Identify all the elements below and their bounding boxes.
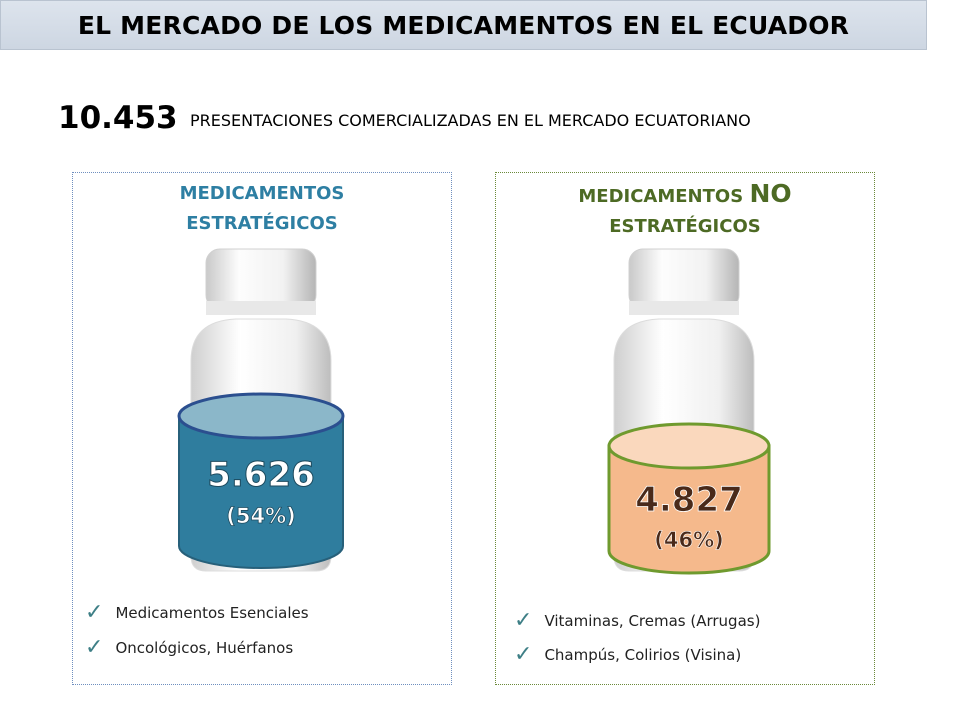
list-item: ✓ Medicamentos Esenciales [85, 600, 309, 625]
strategic-value: 5.626 [207, 455, 315, 495]
list-item: ✓ Vitaminas, Cremas (Arrugas) [514, 608, 760, 633]
strategic-heading-line1: MEDICAMENTOS [179, 183, 345, 204]
strategic-fill-cylinder [178, 415, 344, 569]
non-strategic-bottle-graphic: 4.827 (46%) [594, 241, 794, 581]
strategic-fill-top [177, 392, 345, 440]
bottle-cap [205, 248, 317, 310]
title-bar: EL MERCADO DE LOS MEDICAMENTOS EN EL ECU… [0, 0, 927, 50]
list-item-label: Vitaminas, Cremas (Arrugas) [544, 611, 761, 630]
non-strategic-heading-line2: ESTRATÉGICOS [609, 216, 761, 237]
page-title: EL MERCADO DE LOS MEDICAMENTOS EN EL ECU… [77, 10, 850, 40]
strategic-heading-line2: ESTRATÉGICOS [186, 213, 338, 234]
check-icon: ✓ [85, 635, 104, 660]
check-icon: ✓ [514, 608, 533, 633]
non-strategic-heading-no: NO [749, 179, 792, 208]
non-strategic-heading: MEDICAMENTOS NO ESTRATÉGICOS [496, 179, 874, 242]
total-presentations-number: 10.453 [58, 100, 178, 136]
total-presentations-label: PRESENTACIONES COMERCIALIZADAS EN EL MER… [190, 111, 751, 130]
non-strategic-fill-cylinder [607, 444, 771, 575]
strategic-heading: MEDICAMENTOS ESTRATÉGICOS [73, 179, 451, 239]
non-strategic-value: 4.827 [635, 480, 743, 520]
non-strategic-percent: (46%) [654, 528, 723, 552]
non-strategic-heading-part1: MEDICAMENTOS [578, 186, 744, 207]
check-icon: ✓ [85, 600, 104, 625]
bottle-cap [628, 248, 740, 310]
non-strategic-medicines-panel: MEDICAMENTOS NO ESTRATÉGICOS 4.827 [495, 172, 875, 685]
check-icon: ✓ [514, 642, 533, 667]
list-item: ✓ Oncológicos, Huérfanos [85, 635, 293, 660]
non-strategic-fill-top [607, 422, 771, 470]
strategic-percent: (54%) [226, 504, 295, 528]
list-item-label: Champús, Colirios (Visina) [544, 645, 742, 664]
list-item-label: Oncológicos, Huérfanos [115, 638, 294, 657]
strategic-medicines-panel: MEDICAMENTOS ESTRATÉGICOS 5. [72, 172, 452, 685]
list-item-label: Medicamentos Esenciales [115, 603, 309, 622]
strategic-bottle-graphic: 5.626 (54%) [161, 241, 361, 581]
list-item: ✓ Champús, Colirios (Visina) [514, 642, 741, 667]
